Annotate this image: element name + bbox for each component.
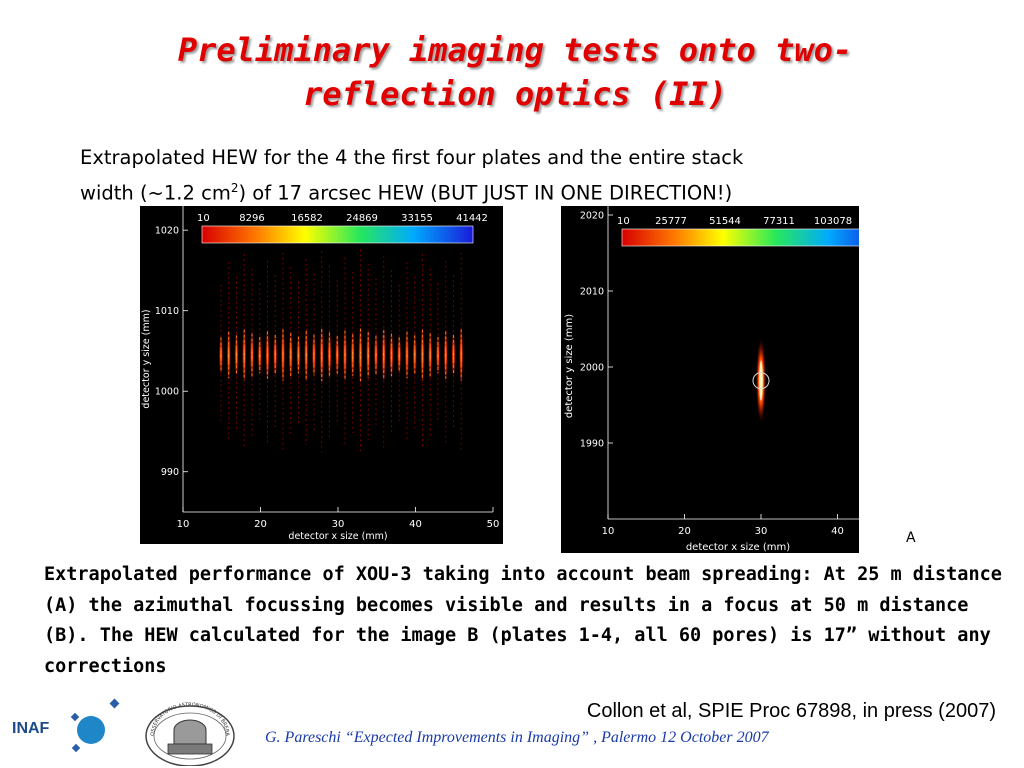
focus-streak [257,332,262,378]
colorbar-tick-label: 33155 [401,213,433,224]
inaf-logo-diamond [70,712,80,722]
colorbar-tick-label: 77311 [763,216,795,227]
inaf-logo-diamond [109,698,120,709]
heatmap-b-svg: 10257775154477311103078128846 1020304050… [564,206,859,553]
colorbar-tick-label: 16582 [291,213,323,224]
x-axis-label: detector x size (mm) [288,531,387,542]
focus-streak [265,325,270,385]
y-tick-label: 1010 [155,306,179,317]
observatory-dome-icon [173,719,207,745]
focus-streak [435,332,441,378]
colorbar-tick-label: 41442 [456,213,488,224]
colorbar-tick-label: 10 [617,216,630,227]
citation: Collon et al, SPIE Proc 67898, in press … [586,700,996,722]
colorbar [201,225,474,244]
focus-streak [304,324,309,385]
slide-title: Preliminary imaging tests onto two-refle… [177,31,853,113]
focus-streak [443,325,448,385]
footer: G. Pareschi “Expected Improvements in Im… [265,729,769,746]
inaf-logo-frame [10,716,50,736]
intro-line-2-start: width (~1.2 cm [80,181,231,205]
panel-label-a: A [906,530,916,546]
inaf-logo-diamond [71,743,81,753]
colorbar-tick-label: 51544 [709,216,741,227]
y-tick-label: 2020 [580,211,604,222]
inaf-logo-text: INAF [12,720,50,737]
colorbar-tick-label: 10 [197,213,210,224]
x-tick-label: 20 [254,519,267,530]
focus-streak [373,330,379,379]
focus-core [759,360,763,401]
heatmap-a: 10 8296 16582 24869 33155 41442 10 20 30 40 50 10… [140,206,503,544]
focus-streak [404,325,410,384]
y-tick-label: 990 [161,467,179,478]
colorbar [621,228,859,247]
intro-line-2-end: ) of 17 arcsec HEW (BUT JUST IN ONE DIRE… [238,181,733,205]
intro-line-2: width (~1.2 cm2) of 17 arcsec HEW (BUT J… [80,173,960,209]
y-tick-label: 2010 [580,287,604,298]
heatmap-b: 10257775154477311103078128846 1020304050… [561,206,859,553]
focus-streak [335,331,340,379]
observatory-ring [145,705,235,766]
inaf-logo-disc [77,716,105,744]
colorbar-tick-label: 103078 [814,216,852,227]
y-tick-label: 1990 [580,439,604,450]
colorbar-tick-label: 24869 [346,213,378,224]
x-tick-label: 10 [177,519,190,530]
x-tick-label: 40 [409,519,422,530]
y-axis-label: detector y size (mm) [564,314,575,418]
x-tick-label: 30 [332,519,345,530]
observatory-inner-ring [153,712,227,760]
x-tick-label: 40 [831,526,844,537]
y-tick-label: 2000 [580,363,604,374]
y-tick-label: 1000 [155,387,179,398]
y-axis-label: detector y size (mm) [141,309,152,408]
x-axis-label: detector x size (mm) [686,542,790,553]
colorbar-tick-label: 25777 [655,216,687,227]
x-tick-label: 50 [487,519,500,530]
observatory-building [167,743,213,755]
y-tick-label: 1020 [155,226,179,237]
hew-circle [752,372,770,390]
focus-streak [412,330,417,380]
colorbar-tick-label: 8296 [239,213,264,224]
focus-streak [226,325,231,384]
x-tick-label: 10 [602,526,615,537]
focus-streak [381,323,386,386]
observatory-logo: OSSERVATORIO ASTRONOMICO DI BRERA [145,702,235,766]
intro-line-1: Extrapolated HEW for the 4 the first fou… [80,146,744,169]
intro-superscript: 2 [230,181,239,195]
inaf-logo: INAF [10,698,120,753]
heatmap-a-svg: 10 8296 16582 24869 33155 41442 10 20 30 40 50 10… [141,206,500,542]
x-tick-label: 20 [678,526,691,537]
x-tick-label: 30 [755,526,768,537]
intro-text: Extrapolated HEW for the 4 the first fou… [80,143,960,209]
focus-streak [342,324,348,386]
caption: Extrapolated performance of XOU-3 taking… [44,564,1002,677]
focus-streak [234,330,239,380]
focus-streak [296,331,301,378]
